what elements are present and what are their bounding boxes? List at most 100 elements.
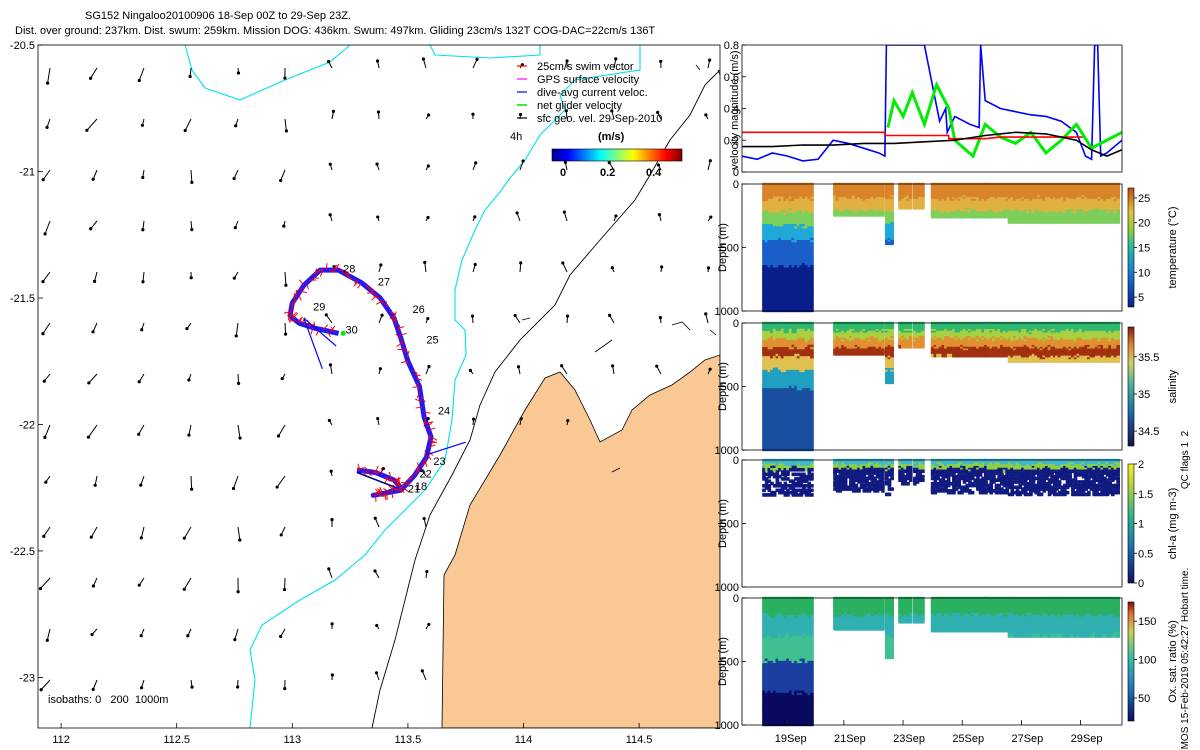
profile-point (799, 297, 804, 301)
profile-point (791, 212, 796, 217)
profile-point (778, 431, 782, 436)
profile-point (783, 191, 788, 196)
profile-point (783, 406, 788, 411)
profile-point (799, 372, 804, 376)
current-arrow-head (375, 162, 379, 166)
profile-point (767, 356, 772, 360)
profile-point (783, 397, 788, 401)
profile-point (770, 290, 774, 294)
current-arrow-head (614, 214, 618, 218)
profile-point (775, 258, 780, 262)
profile-point (762, 372, 766, 376)
current-arrow-head (238, 436, 242, 440)
profile-point (762, 388, 766, 392)
profile-point (791, 392, 796, 397)
profile-point (788, 267, 793, 272)
profile-point (778, 392, 782, 397)
profile-point (802, 258, 806, 262)
profile-point (1010, 220, 1015, 224)
profile-point (764, 337, 769, 342)
profile-point (804, 246, 809, 251)
profile-point (778, 221, 782, 226)
current-arrow-head (238, 538, 242, 542)
profile-point (796, 330, 801, 335)
profile-point (762, 365, 766, 369)
profile-point (791, 271, 796, 276)
profile-point (807, 337, 812, 342)
profile-point (796, 182, 801, 187)
profile-point (796, 436, 801, 440)
current-arrow (140, 475, 145, 486)
profile-point (796, 265, 801, 269)
title-line-1: SG152 Ningaloo20100906 18-Sep 00Z to 29-… (85, 10, 352, 22)
profile-point (791, 253, 796, 258)
profile-point (775, 292, 780, 297)
profile-point (794, 369, 798, 374)
current-arrow (92, 679, 98, 690)
profile-point (786, 294, 790, 299)
profile-point (772, 287, 777, 292)
profile-point (764, 374, 769, 379)
profile-point (778, 217, 782, 221)
profile-point (794, 201, 798, 205)
profile-point (786, 431, 790, 436)
profile-point (780, 422, 785, 427)
profile-point (1105, 220, 1110, 224)
current-arrow-head (655, 364, 659, 368)
profile-point (791, 440, 796, 445)
current-arrow-head (93, 483, 97, 487)
current-arrow-head (373, 569, 377, 573)
profile-point (791, 388, 796, 392)
profile-point (778, 342, 782, 347)
profile-point (796, 406, 801, 411)
profile-point (794, 346, 798, 351)
profile-point (788, 406, 793, 411)
profile-point (780, 326, 785, 331)
profile-point (775, 333, 780, 337)
profile-point (799, 253, 804, 258)
profile-point (794, 219, 798, 224)
profile-point (780, 191, 785, 196)
current-arrow-head (190, 487, 194, 491)
profile-point (794, 340, 798, 344)
current-arrow (184, 118, 192, 131)
profile-point (775, 219, 780, 224)
profile-point (802, 390, 806, 395)
profile-point (802, 278, 806, 283)
profile-point (775, 417, 780, 422)
profile-point (783, 239, 788, 244)
profile-point (796, 326, 801, 331)
profile-point (936, 214, 940, 219)
profile-point (786, 182, 790, 187)
profile-point (783, 372, 788, 376)
profile-point (780, 303, 785, 308)
profile-point (802, 342, 806, 347)
profile-point (810, 301, 814, 306)
profile-point (807, 417, 812, 422)
current-arrow-head (607, 161, 611, 165)
legend-sfc: sfc geo. vel. 29-Sep-2010 (537, 113, 662, 125)
profile-point (804, 210, 809, 214)
profile-point (762, 408, 766, 413)
swim-vector (428, 444, 436, 448)
profile-point (791, 447, 796, 452)
current-arrow-head (425, 569, 429, 574)
profile-point (791, 376, 796, 381)
swim-vector (356, 467, 364, 471)
profile-point (862, 352, 867, 356)
profile-point (833, 213, 837, 217)
profile-point (810, 372, 814, 376)
profile-point (786, 415, 790, 420)
profile-point (778, 228, 782, 233)
profile-point (772, 255, 777, 260)
profile-point (799, 308, 804, 313)
profile-point (799, 399, 804, 404)
profile-point (775, 431, 780, 436)
profile-point (802, 410, 806, 415)
profile-point (783, 287, 788, 292)
profile-point (981, 214, 986, 219)
profile-point (791, 367, 796, 372)
dac-vector (426, 441, 466, 456)
swim-vector (299, 279, 305, 286)
